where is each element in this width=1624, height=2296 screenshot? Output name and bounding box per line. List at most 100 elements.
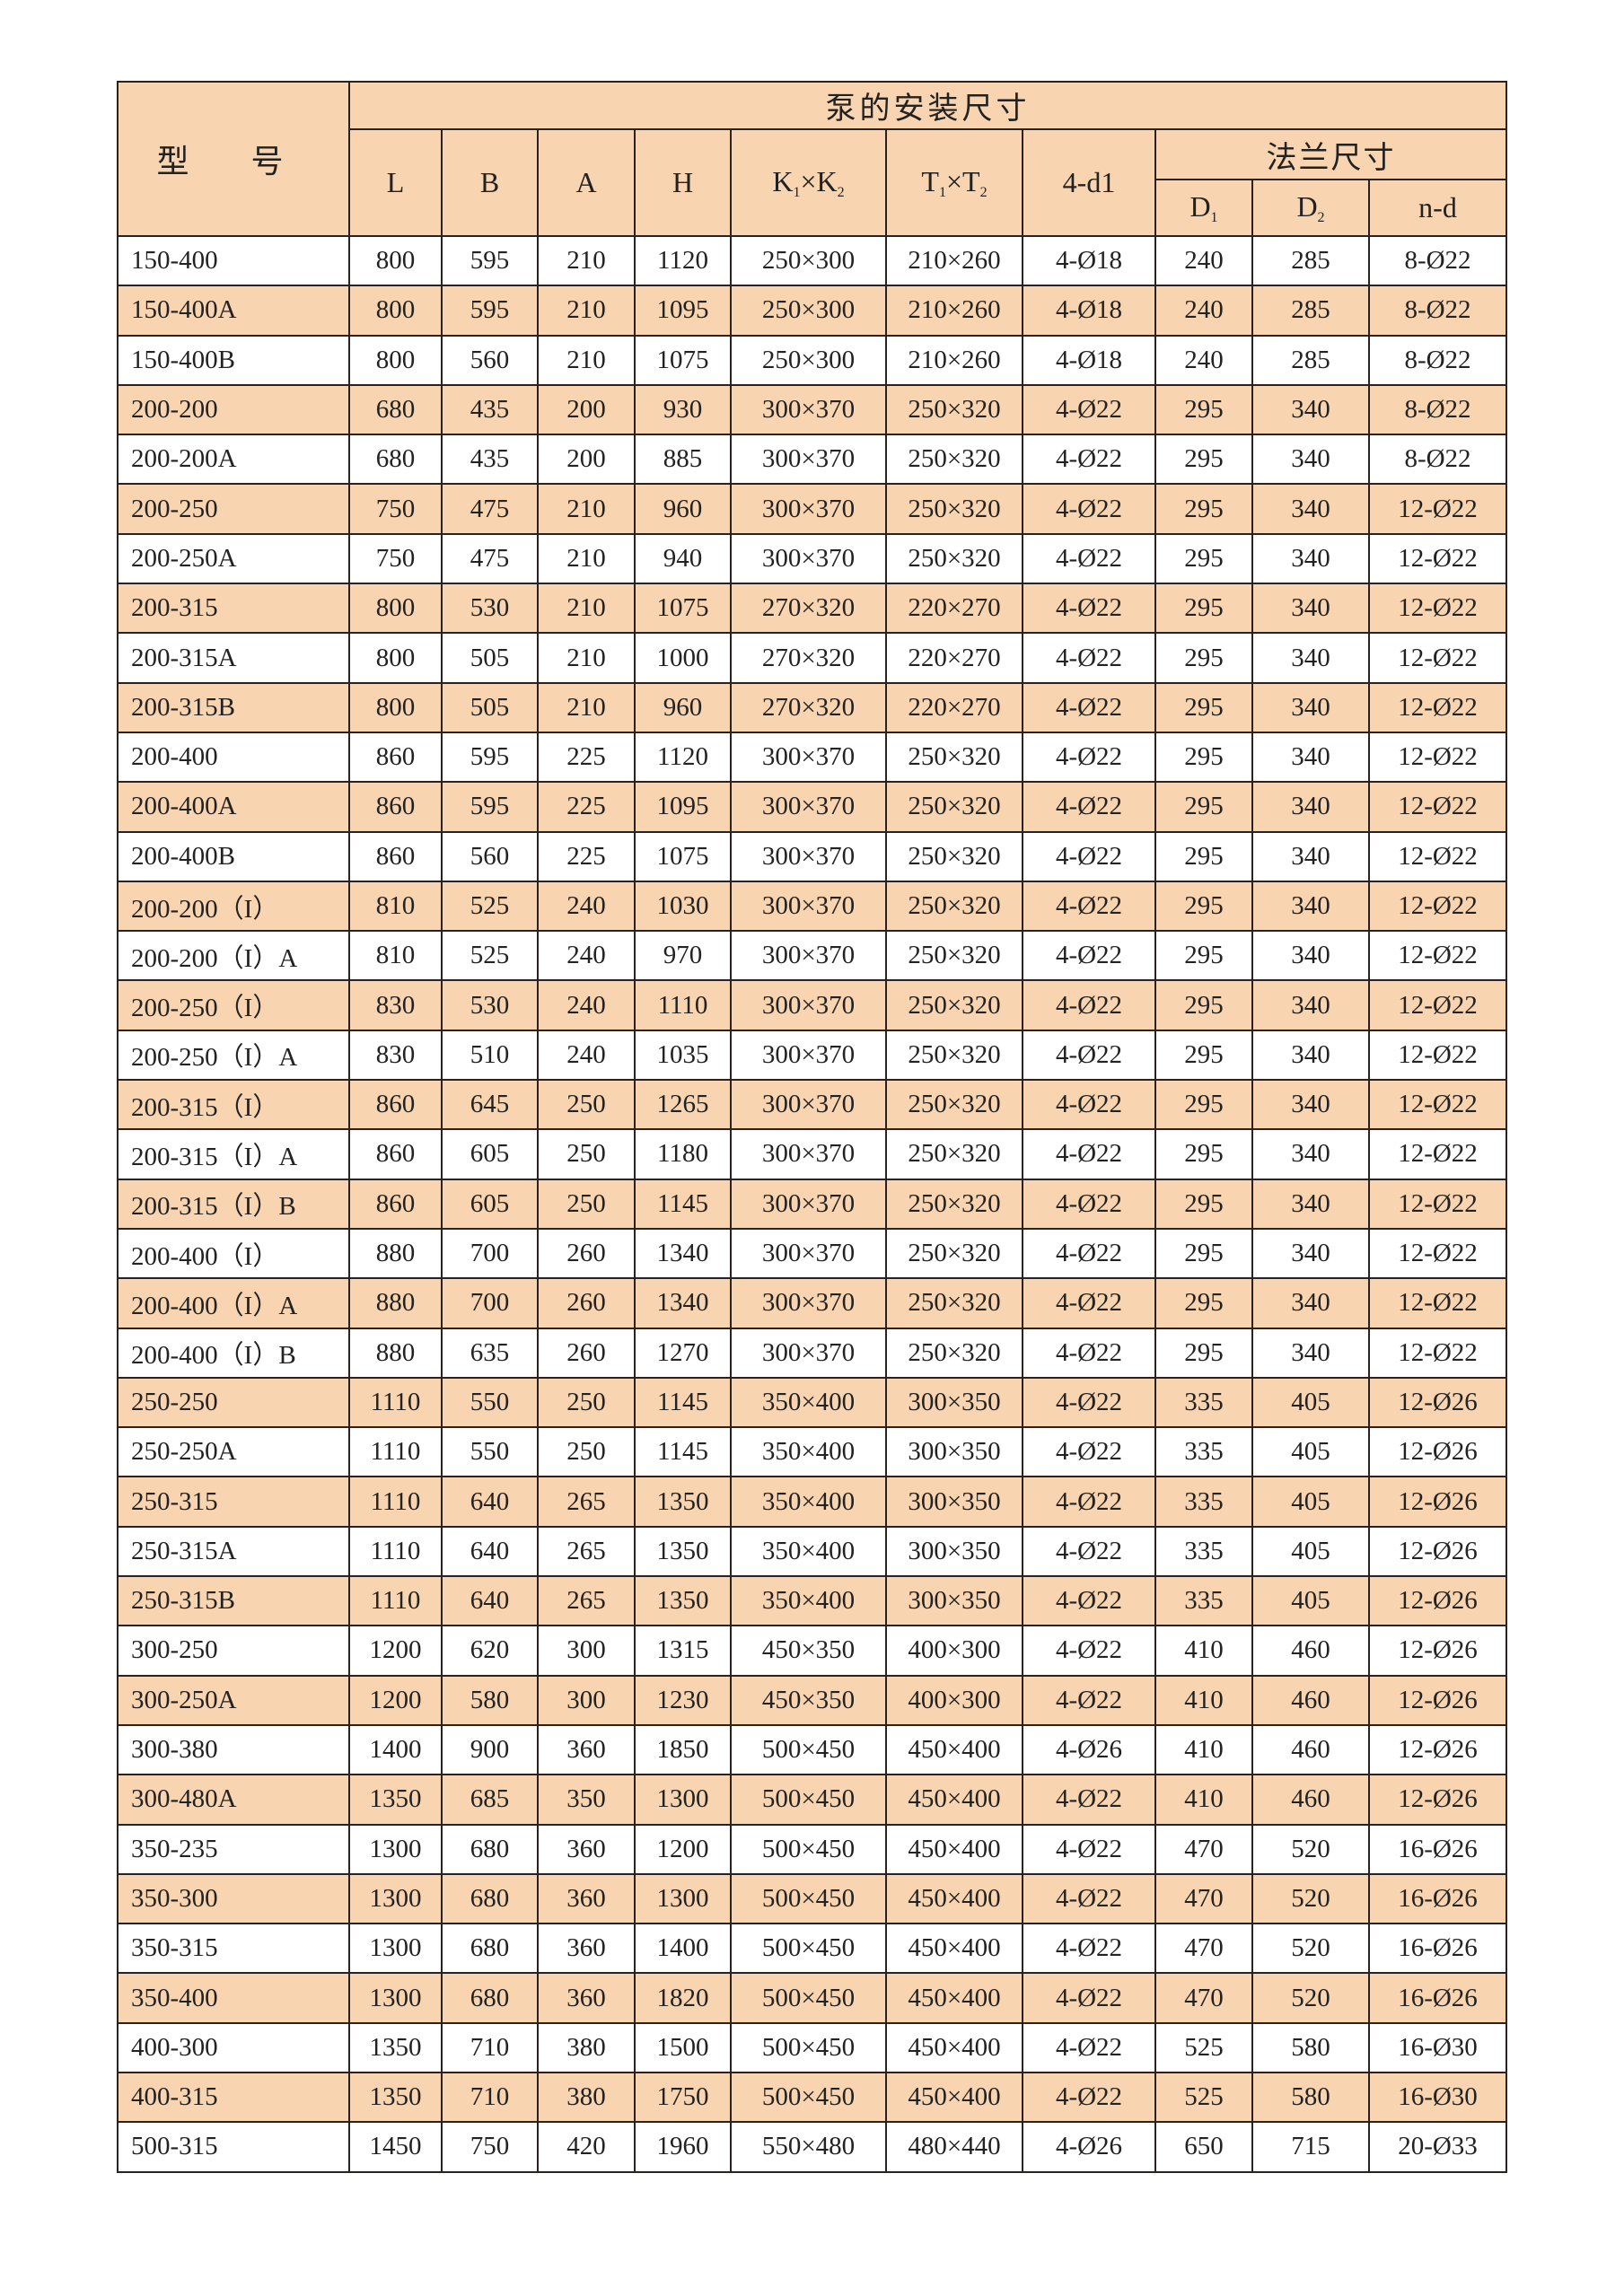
cell-B: 640 — [441, 1575, 539, 1627]
cell-H: 1350 — [634, 1525, 732, 1578]
cell-D2: 340 — [1251, 681, 1370, 733]
cell-T1xT2: 210×260 — [885, 334, 1023, 386]
table-row: 400-300 1350 710 380 1500 500×450 450×400 4-Ø22… — [117, 2021, 1507, 2073]
cell-D2: 285 — [1251, 334, 1370, 386]
cell-B: 525 — [441, 880, 539, 933]
cell-4-d1: 4-Ø22 — [1022, 1972, 1156, 2024]
cell-D1: 295 — [1154, 583, 1253, 635]
cell-B: 710 — [441, 2021, 539, 2073]
cell-T1xT2: 300×350 — [885, 1476, 1023, 1528]
cell-A: 300 — [537, 1625, 636, 1677]
cell-D2: 405 — [1251, 1575, 1370, 1627]
cell-D1: 295 — [1154, 1227, 1253, 1280]
cell-L: 1200 — [348, 1625, 443, 1677]
cell-model: 200-400A — [117, 781, 350, 833]
table-row: 200-315（I）B 860 605 250 1145 300×370 250×320 4-… — [117, 1178, 1507, 1230]
cell-n-d: 12-Ø22 — [1368, 781, 1507, 833]
cell-L: 860 — [348, 830, 443, 882]
cell-H: 1145 — [634, 1178, 732, 1230]
cell-A: 360 — [537, 1972, 636, 2024]
cell-B: 750 — [441, 2121, 539, 2173]
cell-D1: 335 — [1154, 1575, 1253, 1627]
cell-A: 200 — [537, 434, 636, 486]
cell-L: 860 — [348, 781, 443, 833]
cell-T1xT2: 220×270 — [885, 632, 1023, 684]
table-header: 型 号 泵的安装尺寸 L B A H K1×K2 T1×T2 4-d1 法兰尺寸… — [117, 81, 1507, 237]
cell-L: 860 — [348, 731, 443, 784]
cell-L: 860 — [348, 1079, 443, 1131]
cell-L: 880 — [348, 1277, 443, 1329]
cell-L: 1200 — [348, 1674, 443, 1726]
col-n-d-header: n-d — [1368, 179, 1507, 237]
cell-H: 1095 — [634, 285, 732, 337]
table-row: 200-315（I）A 860 605 250 1180 300×370 250×320 4-… — [117, 1128, 1507, 1180]
cell-D1: 295 — [1154, 930, 1253, 982]
cell-K1xK2: 300×370 — [730, 483, 887, 535]
cell-A: 360 — [537, 1823, 636, 1875]
cell-L: 680 — [348, 434, 443, 486]
cell-n-d: 12-Ø26 — [1368, 1525, 1507, 1578]
table-row: 200-200（I） 810 525 240 1030 300×370 250×320 4-Ø… — [117, 880, 1507, 933]
cell-K1xK2: 250×300 — [730, 234, 887, 287]
cell-T1xT2: 450×400 — [885, 1872, 1023, 1925]
cell-n-d: 16-Ø26 — [1368, 1823, 1507, 1875]
cell-n-d: 12-Ø26 — [1368, 1674, 1507, 1726]
cell-L: 1110 — [348, 1376, 443, 1429]
cell-T1xT2: 250×320 — [885, 1277, 1023, 1329]
cell-L: 1450 — [348, 2121, 443, 2173]
table-row: 200-400B 860 560 225 1075 300×370 250×320 4-Ø22… — [117, 830, 1507, 882]
table-row: 300-250 1200 620 300 1315 450×350 400×300 4-Ø22… — [117, 1625, 1507, 1677]
cell-model: 200-400 — [117, 731, 350, 784]
cell-B: 640 — [441, 1476, 539, 1528]
table-row: 150-400B 800 560 210 1075 250×300 210×260 4-Ø18… — [117, 334, 1507, 386]
cell-model: 200-250A — [117, 532, 350, 585]
col-B-header: B — [441, 128, 539, 237]
cell-n-d: 12-Ø22 — [1368, 880, 1507, 933]
cell-model: 150-400A — [117, 285, 350, 337]
cell-model: 300-250 — [117, 1625, 350, 1677]
cell-B: 435 — [441, 434, 539, 486]
cell-K1xK2: 300×370 — [730, 1128, 887, 1180]
cell-H: 1820 — [634, 1972, 732, 2024]
cell-B: 525 — [441, 930, 539, 982]
cell-T1xT2: 300×350 — [885, 1575, 1023, 1627]
cell-model: 400-315 — [117, 2071, 350, 2124]
cell-n-d: 12-Ø26 — [1368, 1476, 1507, 1528]
cell-n-d: 12-Ø26 — [1368, 1774, 1507, 1826]
cell-n-d: 8-Ø22 — [1368, 234, 1507, 287]
cell-D2: 520 — [1251, 1872, 1370, 1925]
table-row: 250-250A 1110 550 250 1145 350×400 300×350 4-Ø2… — [117, 1426, 1507, 1478]
cell-K1xK2: 300×370 — [730, 979, 887, 1031]
cell-D1: 410 — [1154, 1625, 1253, 1677]
col-T1xT2-header: T1×T2 — [885, 128, 1023, 237]
cell-model: 300-250A — [117, 1674, 350, 1726]
cell-L: 680 — [348, 383, 443, 436]
pump-installation-dimensions-table: 型 号 泵的安装尺寸 L B A H K1×K2 T1×T2 4-d1 法兰尺寸… — [117, 81, 1507, 2173]
cell-model: 350-315 — [117, 1923, 350, 1975]
cell-model: 200-315 — [117, 583, 350, 635]
cell-B: 560 — [441, 334, 539, 386]
cell-D2: 405 — [1251, 1476, 1370, 1528]
cell-B: 645 — [441, 1079, 539, 1131]
table-row: 350-300 1300 680 360 1300 500×450 450×400 4-Ø22… — [117, 1872, 1507, 1925]
cell-n-d: 12-Ø22 — [1368, 681, 1507, 733]
cell-D2: 340 — [1251, 1029, 1370, 1082]
cell-4-d1: 4-Ø22 — [1022, 632, 1156, 684]
cell-n-d: 12-Ø22 — [1368, 532, 1507, 585]
cell-L: 1300 — [348, 1923, 443, 1975]
cell-D2: 340 — [1251, 1327, 1370, 1379]
cell-D2: 460 — [1251, 1674, 1370, 1726]
cell-H: 930 — [634, 383, 732, 436]
cell-H: 1300 — [634, 1774, 732, 1826]
model-header: 型 号 — [117, 81, 350, 237]
cell-n-d: 20-Ø33 — [1368, 2121, 1507, 2173]
cell-L: 1110 — [348, 1476, 443, 1528]
cell-4-d1: 4-Ø22 — [1022, 2021, 1156, 2073]
cell-D2: 405 — [1251, 1376, 1370, 1429]
cell-T1xT2: 250×320 — [885, 1178, 1023, 1230]
cell-T1xT2: 450×400 — [885, 2071, 1023, 2124]
cell-model: 200-400（I）B — [117, 1327, 350, 1379]
cell-K1xK2: 270×320 — [730, 681, 887, 733]
cell-4-d1: 4-Ø22 — [1022, 1525, 1156, 1578]
cell-4-d1: 4-Ø22 — [1022, 1277, 1156, 1329]
